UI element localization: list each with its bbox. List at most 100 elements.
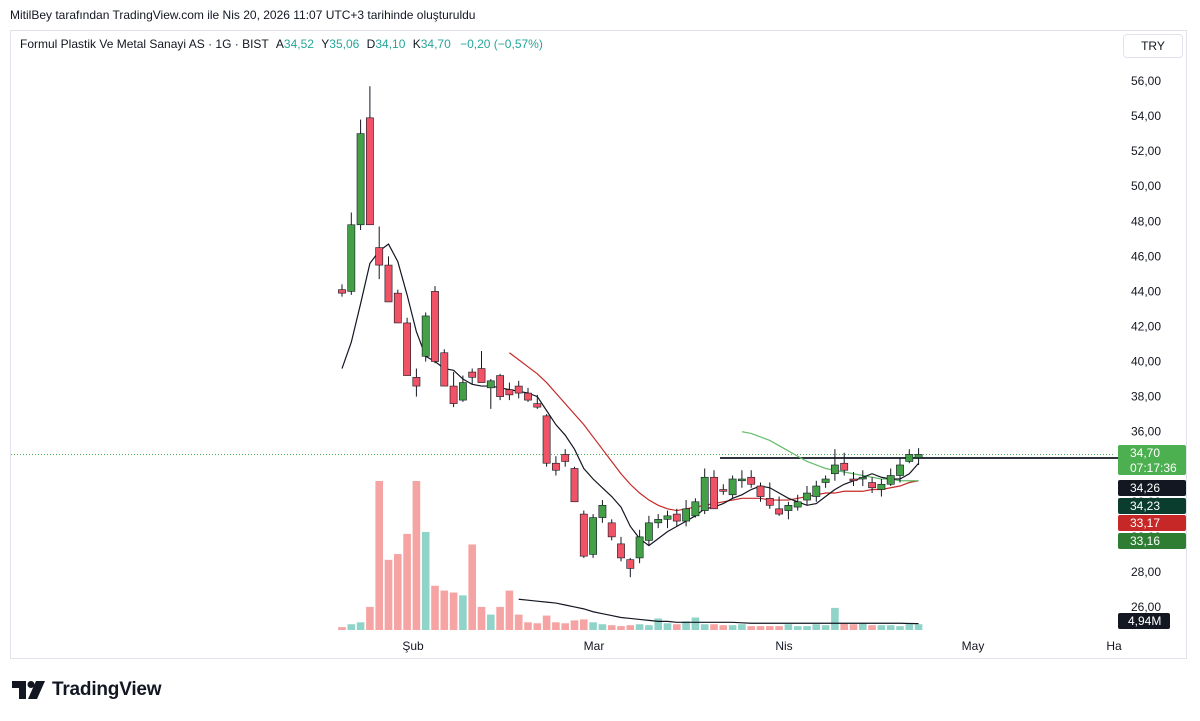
volume-bar	[654, 618, 662, 630]
candle-body	[347, 224, 356, 292]
candle-body	[663, 515, 672, 520]
candle-body	[914, 454, 923, 458]
volume-bar	[459, 595, 467, 630]
price-label-text: 33,17	[1130, 516, 1160, 530]
volume-bar	[905, 624, 914, 630]
volume-bar	[868, 625, 876, 630]
y-tick-label: 48,00	[1131, 214, 1161, 228]
candle-body	[589, 517, 597, 555]
volume-bar	[598, 624, 607, 630]
candle-body	[561, 454, 570, 462]
volume-bar	[775, 626, 783, 630]
volume-bar	[487, 614, 495, 630]
candle-body	[607, 522, 616, 538]
volume-bar	[756, 626, 765, 630]
candle-body	[356, 133, 365, 226]
candle-body	[579, 513, 588, 557]
volume-bar	[607, 625, 616, 630]
candle-body	[486, 380, 495, 389]
candle-body	[635, 536, 644, 559]
candle-body	[542, 415, 551, 464]
candle-body	[896, 464, 904, 476]
volume-bar	[552, 622, 560, 630]
candle-body	[756, 485, 765, 497]
volume-bar	[849, 624, 858, 630]
volume-bar	[375, 481, 383, 630]
candle-body	[672, 513, 681, 522]
candle-body	[858, 476, 867, 480]
candle-body	[719, 489, 728, 492]
candle-body	[691, 501, 700, 517]
high-value: 35,06	[329, 37, 360, 51]
volume-bar	[561, 623, 569, 630]
open-value: 34,52	[283, 37, 314, 51]
candle-body	[877, 483, 886, 490]
volume-bar	[738, 624, 746, 630]
candle-body	[886, 475, 895, 485]
y-tick-label: 40,00	[1131, 355, 1161, 369]
volume-label-text: 4,94M	[1128, 614, 1161, 628]
volume-bar	[831, 607, 839, 630]
y-tick-label: 52,00	[1131, 144, 1161, 158]
y-tick-label: 46,00	[1131, 249, 1161, 263]
chart-caption: MitilBey tarafından TradingView.com ile …	[10, 8, 476, 22]
volume-bar	[449, 592, 458, 630]
x-axis-label: Nis	[775, 639, 792, 653]
open-label: A	[275, 37, 284, 51]
volume-bar	[412, 481, 421, 630]
volume-bar	[617, 626, 625, 630]
chart-frame	[10, 30, 1187, 659]
volume-bar	[719, 625, 728, 630]
candle-body	[784, 505, 793, 511]
candle-body	[375, 247, 384, 266]
candle-body	[514, 385, 523, 394]
volume-bar	[766, 626, 774, 630]
countdown-label: 07:17:36	[1130, 461, 1177, 475]
ma-slow-line	[741, 431, 919, 482]
price-label-text: 33,16	[1130, 534, 1160, 548]
tradingview-logo[interactable]: TradingView	[12, 679, 162, 701]
currency-button[interactable]: TRY	[1123, 34, 1183, 58]
x-axis-label: May	[962, 639, 985, 653]
candle-body	[524, 392, 532, 401]
symbol-name[interactable]: Formul Plastik Ve Metal Sanayi AS · 1G ·…	[20, 37, 269, 51]
y-tick-label: 28,00	[1131, 565, 1161, 579]
candle-body	[496, 375, 504, 397]
volume-bar	[645, 625, 653, 630]
volume-bar	[580, 619, 588, 630]
volume-bar	[821, 625, 830, 630]
volume-bar	[626, 625, 635, 630]
volume-bar	[793, 626, 802, 630]
volume-bar	[914, 624, 923, 630]
low-label: D	[366, 37, 376, 51]
candle-body	[570, 468, 579, 503]
volume-bar	[403, 533, 411, 630]
volume-bar	[496, 606, 504, 630]
price-label-box	[1118, 480, 1186, 496]
volume-bar	[803, 626, 811, 630]
candle-body	[747, 476, 756, 485]
y-tick-label: 50,00	[1131, 179, 1161, 193]
candle-body	[551, 462, 560, 471]
y-tick-label: 38,00	[1131, 390, 1161, 404]
ma-fast-line	[341, 243, 920, 547]
symbol-legend: Formul Plastik Ve Metal Sanayi AS · 1G ·…	[20, 37, 543, 51]
candle-body	[682, 508, 690, 522]
y-tick-label: 54,00	[1131, 109, 1161, 123]
candle-body	[830, 464, 839, 475]
volume-bar	[896, 626, 904, 630]
price-label-text: 34,23	[1130, 499, 1160, 513]
candle-body	[533, 403, 542, 408]
volume-bar	[812, 624, 821, 630]
volume-bar	[542, 615, 551, 630]
change-value: −0,20 (−0,57%)	[460, 37, 543, 51]
volume-bar	[663, 623, 672, 630]
candle-body	[440, 352, 449, 387]
candle-body	[849, 478, 858, 482]
candle-body	[812, 485, 821, 497]
candle-body	[821, 478, 830, 483]
volume-bar	[468, 544, 476, 630]
candle-body	[654, 519, 663, 524]
candle-body	[710, 476, 718, 510]
